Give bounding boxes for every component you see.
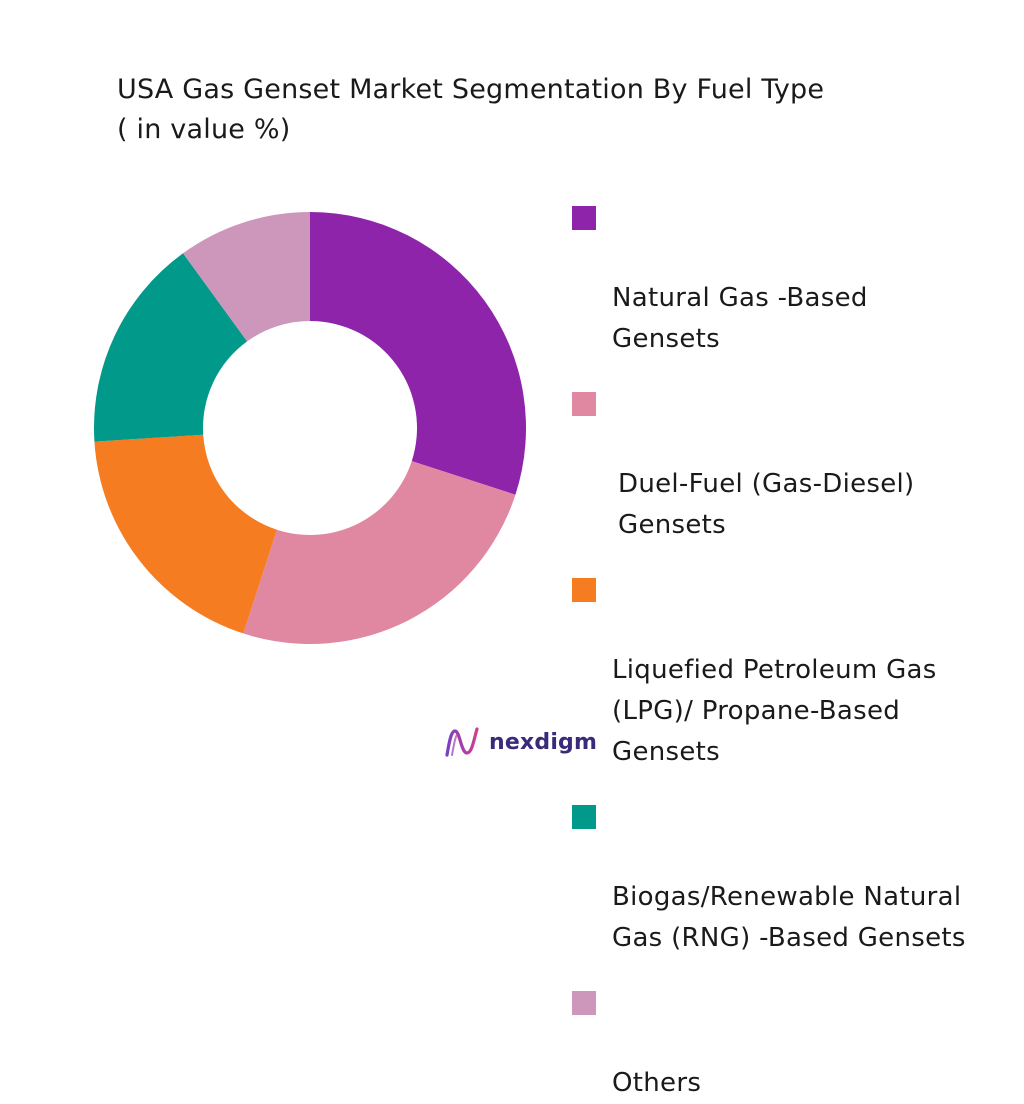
brand-logo: nexdigm <box>443 722 597 762</box>
legend-label-biogas: Biogas/Renewable Natural Gas (RNG) -Base… <box>612 882 966 953</box>
legend-item-lpg: Liquefied Petroleum Gas (LPG)/ Propane-B… <box>572 568 1022 773</box>
legend-label-lpg: Liquefied Petroleum Gas (LPG)/ Propane-B… <box>612 655 937 767</box>
chart-title-main: USA Gas Genset Market Segmentation By Fu… <box>117 74 825 105</box>
chart-title: USA Gas Genset Market Segmentation By Fu… <box>117 70 937 150</box>
donut-chart <box>94 212 526 644</box>
legend-label-dual-fuel: Duel-Fuel (Gas-Diesel) Gensets <box>618 469 915 540</box>
nexdigm-logo-icon <box>445 727 479 757</box>
donut-slice-lpg <box>94 434 277 634</box>
legend-swatch-natural-gas <box>572 206 596 230</box>
donut-slice-natural-gas <box>310 212 526 495</box>
legend-item-dual-fuel: Duel-Fuel (Gas-Diesel) Gensets <box>572 382 1022 546</box>
legend-item-others: Others <box>572 981 1022 1104</box>
legend-item-natural-gas: Natural Gas -Based Gensets <box>572 196 1022 360</box>
legend-label-others: Others <box>612 1068 702 1098</box>
chart-subtitle: ( in value %) <box>117 114 291 145</box>
legend-swatch-biogas <box>572 805 596 829</box>
donut-slice-dual-fuel <box>243 461 516 644</box>
brand-name: nexdigm <box>489 729 598 755</box>
legend-swatch-lpg <box>572 578 596 602</box>
legend-swatch-dual-fuel <box>572 392 596 416</box>
chart-legend: Natural Gas -Based Gensets Duel-Fuel (Ga… <box>572 196 1022 1104</box>
legend-swatch-others <box>572 991 596 1015</box>
legend-label-natural-gas: Natural Gas -Based Gensets <box>612 283 868 354</box>
legend-item-biogas: Biogas/Renewable Natural Gas (RNG) -Base… <box>572 795 1022 959</box>
donut-slice-biogas <box>94 253 248 442</box>
donut-slice-others <box>183 212 310 342</box>
